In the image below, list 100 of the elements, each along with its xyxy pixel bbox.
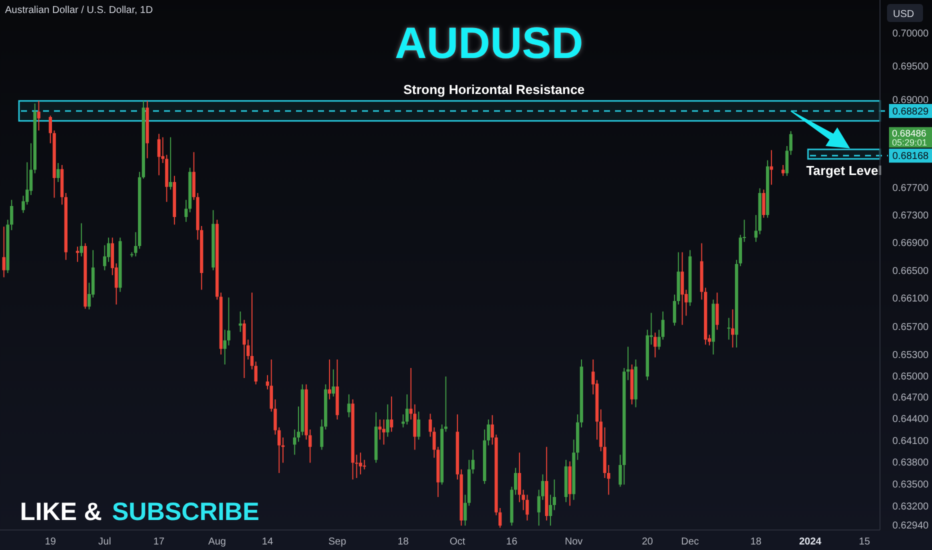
x-tick-label: 14 (262, 536, 274, 548)
candlestick (188, 168, 192, 212)
candlestick (242, 320, 246, 378)
candlestick (84, 243, 87, 309)
candlestick (118, 238, 122, 292)
candlestick (657, 330, 661, 350)
candlestick (296, 406, 300, 442)
candlestick (80, 223, 84, 256)
candlestick (661, 312, 665, 340)
x-tick-label: 16 (506, 536, 518, 548)
y-tick-label: 0.66500 (892, 266, 930, 277)
y-tick-label: 0.64100 (892, 436, 930, 447)
candlestick (33, 104, 36, 174)
band-label: Strong Horizontal Resistance (403, 82, 585, 97)
candlestick (727, 318, 730, 340)
x-tick-label: Oct (450, 536, 466, 548)
y-tick-label: 0.64400 (892, 414, 930, 426)
candlestick (347, 394, 350, 418)
candlestick (688, 250, 692, 306)
x-tick-label: 18 (398, 536, 410, 548)
candlestick (626, 346, 630, 380)
candlestick (731, 309, 734, 348)
y-tick-label: 0.67300 (892, 210, 930, 222)
candlestick (630, 364, 634, 404)
candlestick (382, 419, 386, 445)
candlestick (250, 292, 254, 370)
candlestick (654, 332, 657, 358)
y-tick-label: 0.63200 (892, 501, 930, 512)
chart-title: AUDUSD (394, 19, 584, 68)
candlestick (293, 430, 296, 455)
y-tick-label: 0.70000 (892, 28, 930, 40)
y-tick-label: 0.63800 (892, 458, 930, 469)
candlestick (212, 210, 215, 270)
candlestick (405, 394, 409, 424)
annotation: LIKE & (20, 498, 102, 526)
x-tick-label: 2024 (799, 536, 822, 548)
candlestick (64, 192, 68, 260)
candlestick (37, 100, 40, 130)
y-tick-label: 0.69500 (892, 62, 930, 73)
candlestick (358, 452, 362, 474)
text: 0.68486 (892, 128, 926, 140)
candlestick (172, 176, 176, 225)
candlestick (215, 220, 219, 300)
candlestick (168, 137, 172, 190)
x-tick-label: 15 (858, 536, 870, 548)
x-tick-label: Jul (98, 536, 112, 548)
candlestick (634, 359, 638, 408)
candlestick (417, 412, 420, 440)
candlestick (552, 479, 556, 510)
x-tick-label: 20 (642, 536, 654, 548)
x-tick-label: Sep (328, 536, 347, 548)
candlestick (716, 292, 719, 330)
x-tick-label: 18 (750, 536, 762, 548)
ref-line-label: 0.68168 (892, 151, 930, 162)
candlestick (672, 294, 676, 326)
candlestick (332, 369, 335, 397)
candlestick (351, 399, 354, 480)
candlestick (56, 162, 60, 182)
candlestick (680, 252, 684, 325)
candlestick (300, 384, 304, 436)
y-tick-label: 0.62940 (892, 520, 930, 532)
candlestick (281, 437, 285, 463)
candlestick (184, 200, 188, 222)
candlestick (146, 100, 149, 158)
candlestick (770, 150, 774, 185)
candlestick (676, 252, 680, 304)
y-tick-label: 0.66100 (892, 294, 930, 305)
x-tick-label: Dec (681, 536, 699, 548)
y-tick-label: 0.67700 (892, 183, 930, 194)
candlestick (471, 450, 475, 474)
candlestick (390, 396, 394, 432)
candlestick (486, 419, 490, 446)
y-tick-label: 0.66900 (892, 238, 930, 250)
candlestick (781, 165, 785, 176)
text: USD (893, 9, 914, 20)
candlestick (564, 460, 568, 502)
y-tick-label: 0.64700 (892, 392, 930, 404)
candlestick (482, 430, 486, 484)
candlestick (76, 246, 80, 262)
text: Australian Dollar / U.S. Dollar, 1D (5, 5, 153, 16)
candlestick (142, 100, 146, 179)
y-tick-label: 0.65300 (892, 350, 930, 362)
candlestick (762, 190, 766, 218)
y-tick-label: 0.63500 (892, 479, 930, 490)
candlestick (548, 494, 552, 526)
candlestick (328, 359, 332, 400)
text: 05:29:01 (892, 138, 928, 148)
candlestick (238, 312, 242, 332)
candlestick (568, 461, 572, 506)
candlestick (254, 362, 258, 384)
candlestick (374, 412, 378, 463)
ref-line-label: 0.68829 (892, 106, 930, 118)
x-tick-label: Nov (564, 536, 583, 548)
candlestick (580, 359, 584, 428)
y-tick-label: 0.65000 (892, 371, 930, 382)
candlestick (766, 160, 770, 218)
candlestick (60, 165, 64, 205)
candlestick (157, 134, 161, 176)
candlestick (545, 446, 548, 520)
candlestick (734, 260, 738, 348)
